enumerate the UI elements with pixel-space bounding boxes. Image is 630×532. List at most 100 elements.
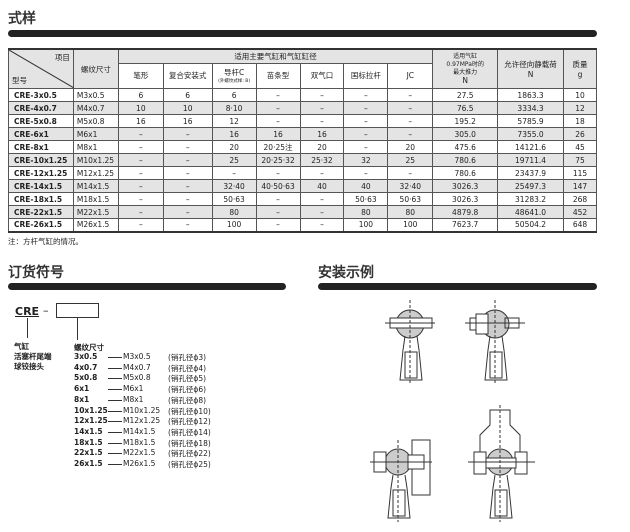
table-cell: –: [162, 166, 213, 180]
cylinder-type-header: 笔形: [117, 62, 164, 90]
table-cell: CRE-14x1.5: [8, 179, 74, 193]
table-cell: –: [117, 179, 164, 193]
order-code: 18x1.5: [74, 437, 103, 447]
table-cell: –: [162, 153, 213, 167]
table-cell: CRE-3x0.5: [8, 88, 74, 102]
thread-size: M18x1.5: [123, 437, 156, 447]
table-cell: 50·63: [343, 192, 389, 206]
mounting-drawing-1: [385, 300, 435, 385]
table-cell: 1863.3: [497, 88, 564, 102]
order-code: 6x1: [74, 384, 90, 394]
table-cell: –: [387, 127, 434, 141]
table-cell: –: [299, 192, 345, 206]
pin-diameter: (销孔径ϕ14): [168, 427, 211, 437]
cylinder-type-header: 苗条型: [255, 62, 301, 90]
table-cell: 40: [343, 179, 389, 193]
table-cell: –: [162, 179, 213, 193]
table-cell: 195.2: [432, 114, 499, 128]
table-cell: 14121.6: [497, 140, 564, 154]
table-cell: 12: [211, 114, 257, 128]
order-code: 22x1.5: [74, 448, 103, 458]
force-header: 适用气缸 0.97MPa时的 最大推力 N: [432, 48, 499, 89]
table-cell: 6: [117, 88, 164, 102]
mounting-example-drawings: [370, 300, 535, 522]
table-cell: 23437.9: [497, 166, 564, 180]
table-cell: –: [387, 114, 434, 128]
table-cell: 32: [343, 153, 389, 167]
table-cell: CRE-6x1: [8, 127, 74, 141]
table-cell: CRE-5x0.8: [8, 114, 74, 128]
table-cell: 6: [211, 88, 257, 102]
table-cell: 475.6: [432, 140, 499, 154]
table-cell: –: [117, 192, 164, 206]
table-cell: 6: [162, 88, 213, 102]
table-cell: 20·25·32: [255, 153, 301, 167]
table-cell: –: [343, 166, 389, 180]
table-cell: M8x1: [72, 140, 119, 154]
table-cell: 40·50·63: [255, 179, 301, 193]
table-cell: M26x1.5: [72, 218, 119, 232]
table-cell: M12x1.25: [72, 166, 119, 180]
table-cell: –: [255, 205, 301, 219]
thread-size: M3x0.5: [123, 352, 151, 361]
table-cell: CRE-8x1: [8, 140, 74, 154]
cylinder-type-header: 导杆C (外螺纹式样: B): [211, 62, 257, 90]
thread-header: 螺纹尺寸: [72, 48, 119, 89]
thread-size: M10x1.25: [123, 405, 161, 415]
table-cell: M10x1.25: [72, 153, 119, 167]
table-cell: 100: [211, 218, 257, 232]
table-cell: –: [387, 88, 434, 102]
table-cell: –: [255, 166, 301, 180]
table-cell: 27.5: [432, 88, 499, 102]
table-row: CRE-4x0.7 M4x0.7 10 10 8·10– – – –76.5 3334.3 12: [8, 101, 598, 115]
table-cell: M3x0.5: [72, 88, 119, 102]
table-cell: –: [117, 153, 164, 167]
table-cell: 19711.4: [497, 153, 564, 167]
thread-size: M4x0.7: [123, 362, 151, 372]
section-title-mounting: 安装示例: [318, 265, 374, 281]
table-cell: 100: [387, 218, 434, 232]
table-cell: M14x1.5: [72, 179, 119, 193]
table-cell: 268: [562, 192, 598, 206]
table-cell: 16: [162, 114, 213, 128]
table-cell: 305.0: [432, 127, 499, 141]
thread-size: M8x1: [123, 394, 144, 404]
table-cell: –: [117, 205, 164, 219]
table-row: CRE-5x0.8 M5x0.8 16 16 12– – – –195.2 5785.9 18: [8, 114, 598, 128]
table-cell: 147: [562, 179, 598, 193]
mounting-drawing-4: [468, 405, 535, 522]
table-cell: –: [255, 192, 301, 206]
thread-label: 螺纹尺寸: [74, 343, 104, 352]
table-cell: M6x1: [72, 127, 119, 141]
table-cell: M4x0.7: [72, 101, 119, 115]
table-cell: 452: [562, 205, 598, 219]
table-cell: –: [387, 101, 434, 115]
thread-size: M22x1.5: [123, 448, 156, 458]
table-row: CRE-3x0.5 M3x0.5 6 6 6– – – –27.5 1863.3 10: [8, 88, 598, 102]
order-dash: –: [43, 304, 49, 317]
table-cell: –: [343, 114, 389, 128]
load-header: 允许径向静载荷 N: [497, 48, 564, 89]
table-cell: 3026.3: [432, 179, 499, 193]
thread-size: M26x1.5: [123, 459, 156, 468]
table-cell: –: [162, 192, 213, 206]
order-code: 3x0.5: [74, 352, 98, 361]
cylinder-type-header: 国标拉杆: [343, 62, 389, 90]
table-cell: CRE-18x1.5: [8, 192, 74, 206]
table-cell: –: [255, 218, 301, 232]
order-code-box: [56, 303, 99, 318]
table-cell: 20·25注: [255, 140, 301, 154]
table-cell: 50·63: [387, 192, 434, 206]
section-divider: [8, 30, 597, 37]
table-cell: 25·32: [299, 153, 345, 167]
table-cell: –: [343, 88, 389, 102]
table-cell: 10: [562, 88, 598, 102]
table-cell: 26: [562, 127, 598, 141]
table-cell: –: [255, 101, 301, 115]
pin-diameter: (销孔径ϕ8): [168, 395, 207, 405]
table-row: CRE-8x1 M8x1– –20 20·25注 20–20 475.6 14121.6 45: [8, 140, 598, 154]
mounting-drawing-2: [465, 300, 525, 385]
table-cell: –: [162, 140, 213, 154]
table-cell: –: [255, 88, 301, 102]
table-cell: M22x1.5: [72, 205, 119, 219]
